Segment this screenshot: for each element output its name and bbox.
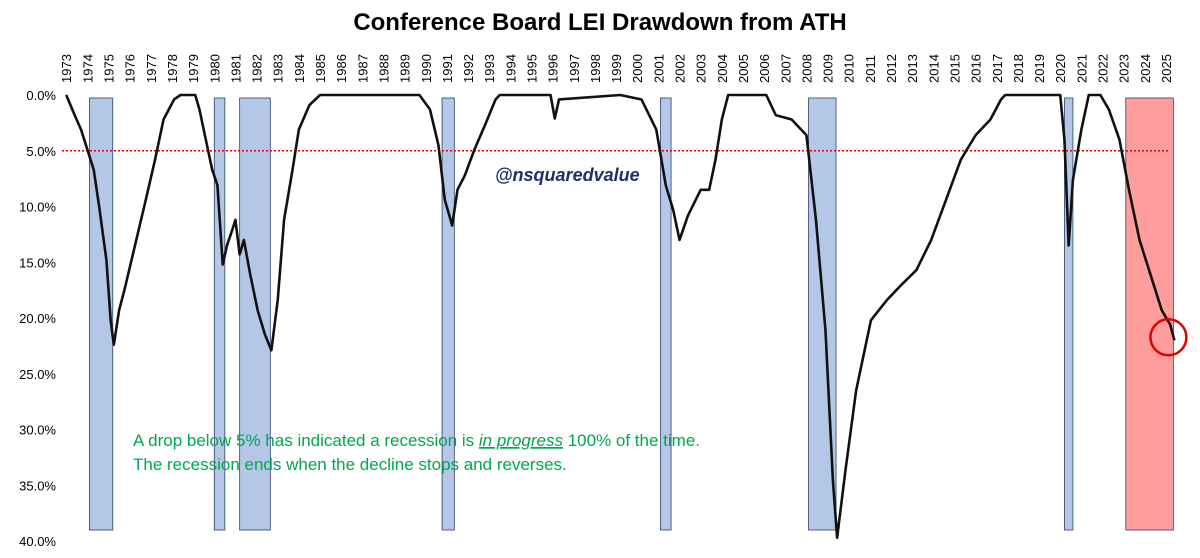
y-tick-label: 35.0%: [19, 478, 56, 493]
x-tick-label: 2021: [1074, 54, 1089, 83]
x-tick-label: 2013: [905, 54, 920, 83]
x-tick-label: 2024: [1138, 54, 1153, 83]
y-tick-label: 15.0%: [19, 255, 56, 270]
x-tick-label: 1981: [228, 54, 243, 83]
x-tick-label: 2004: [715, 54, 730, 83]
y-tick-label: 20.0%: [19, 311, 56, 326]
x-tick-label: 2010: [842, 54, 857, 83]
x-tick-label: 2020: [1053, 54, 1068, 83]
y-tick-label: 40.0%: [19, 534, 56, 549]
x-tick-label: 1984: [292, 54, 307, 83]
note-part: in progress: [479, 431, 564, 450]
x-tick-label: 1983: [271, 54, 286, 83]
x-tick-label: 2006: [757, 54, 772, 83]
x-tick-label: 2016: [969, 54, 984, 83]
highlight-circle: [1149, 318, 1188, 357]
x-tick-label: 2000: [630, 54, 645, 83]
x-tick-label: 2003: [694, 54, 709, 83]
x-tick-label: 2007: [778, 54, 793, 83]
shaded-period: [239, 97, 271, 531]
x-tick-label: 2019: [1032, 54, 1047, 83]
x-tick-label: 1994: [503, 54, 518, 83]
x-tick-label: 1989: [398, 54, 413, 83]
x-tick-label: 1986: [334, 54, 349, 83]
x-tick-label: 2022: [1096, 54, 1111, 83]
shaded-period: [213, 97, 226, 531]
note-line: A drop below 5% has indicated a recessio…: [133, 431, 700, 450]
x-tick-label: 2008: [799, 54, 814, 83]
x-tick-label: 1974: [80, 54, 95, 83]
x-tick-label: 2018: [1011, 54, 1026, 83]
x-tick-label: 2011: [863, 55, 878, 83]
y-tick-label: 10.0%: [19, 200, 56, 215]
x-tick-label: 2009: [821, 54, 836, 83]
shaded-period: [1064, 97, 1074, 531]
x-tick-label: 1975: [102, 54, 117, 83]
x-tick-label: 2017: [990, 54, 1005, 83]
x-tick-label: 2023: [1117, 54, 1132, 83]
note-line: The recession ends when the decline stop…: [133, 455, 567, 474]
x-tick-label: 1996: [546, 54, 561, 83]
y-tick-label: 25.0%: [19, 367, 56, 382]
shaded-period: [1125, 97, 1174, 531]
x-tick-label: 1973: [59, 54, 74, 83]
x-tick-label: 2005: [736, 54, 751, 83]
chart-title: Conference Board LEI Drawdown from ATH: [353, 9, 846, 36]
shaded-period: [660, 97, 672, 531]
x-tick-label: 2012: [884, 54, 899, 83]
line: [65, 93, 1176, 539]
y-tick-label: 5.0%: [26, 144, 56, 159]
x-tick-label: 1990: [419, 54, 434, 83]
x-tick-label: 1982: [250, 54, 265, 83]
x-tick-label: 1998: [588, 54, 603, 83]
shaded-period: [441, 97, 455, 531]
note-part: A drop below 5% has indicated a recessio…: [133, 431, 479, 450]
x-tick-label: 2015: [947, 54, 962, 83]
x-tick-label: 1980: [207, 54, 222, 83]
x-tick-label: 1979: [186, 54, 201, 83]
x-tick-label: 1992: [461, 54, 476, 83]
x-tick-label: 1987: [355, 54, 370, 83]
note-part: 100% of the time.: [563, 431, 700, 450]
x-tick-label: 2025: [1159, 54, 1174, 83]
x-tick-label: 1991: [440, 54, 455, 83]
x-tick-label: 1988: [376, 54, 391, 83]
x-tick-label: 1976: [123, 54, 138, 83]
x-tick-label: 1993: [482, 54, 497, 83]
watermark: @nsquaredvalue: [495, 165, 640, 185]
y-tick-label: 0.0%: [26, 88, 56, 103]
x-tick-label: 1999: [609, 54, 624, 83]
x-tick-label: 1995: [525, 54, 540, 83]
shaded-period: [89, 97, 114, 531]
x-tick-label: 1997: [567, 54, 582, 83]
y-tick-label: 30.0%: [19, 423, 56, 438]
x-tick-label: 2001: [651, 54, 666, 83]
x-tick-label: 2002: [673, 54, 688, 83]
x-tick-label: 1985: [313, 54, 328, 83]
x-tick-label: 2014: [926, 54, 941, 83]
x-tick-label: 1977: [144, 54, 159, 83]
x-tick-label: 1978: [165, 54, 180, 83]
